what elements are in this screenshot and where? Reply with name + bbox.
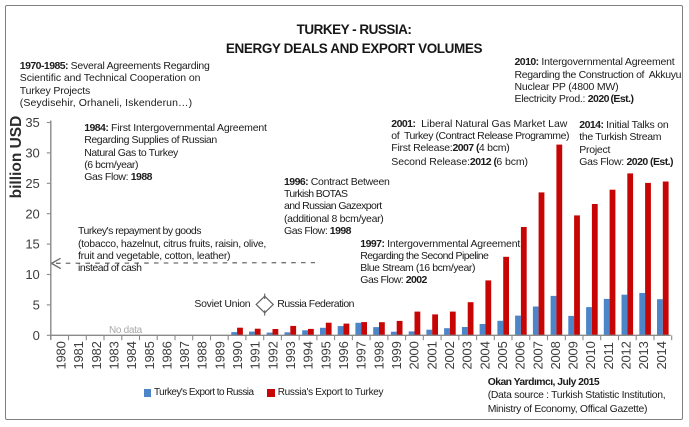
svg-text:2007: 2007 (530, 341, 545, 369)
svg-text:2001: 2001 (424, 341, 439, 369)
svg-text:1999: 1999 (389, 341, 404, 369)
svg-text:2009: 2009 (566, 341, 581, 369)
svg-text:1993: 1993 (283, 341, 298, 369)
svg-text:5: 5 (33, 298, 40, 313)
svg-text:25: 25 (25, 176, 39, 191)
svg-text:1996: 1996 (336, 341, 351, 369)
svg-text:1986: 1986 (159, 341, 174, 369)
svg-text:1980: 1980 (54, 341, 69, 369)
svg-text:10: 10 (25, 267, 39, 282)
svg-text:1988: 1988 (195, 341, 210, 369)
svg-text:1985: 1985 (142, 341, 157, 369)
svg-text:1991: 1991 (248, 341, 263, 369)
svg-text:20: 20 (25, 206, 39, 221)
svg-text:1982: 1982 (89, 341, 104, 369)
svg-text:2005: 2005 (495, 341, 510, 369)
svg-text:30: 30 (25, 146, 39, 161)
svg-text:2000: 2000 (407, 341, 422, 369)
svg-text:0: 0 (33, 328, 40, 343)
svg-text:1998: 1998 (371, 341, 386, 369)
svg-text:1997: 1997 (354, 341, 369, 369)
svg-text:2012: 2012 (619, 341, 634, 369)
svg-text:15: 15 (25, 237, 39, 252)
svg-text:35: 35 (25, 115, 39, 130)
svg-text:1981: 1981 (71, 341, 86, 369)
svg-text:2008: 2008 (548, 341, 563, 369)
svg-text:1984: 1984 (124, 341, 139, 369)
svg-text:1989: 1989 (212, 341, 227, 369)
svg-text:2003: 2003 (460, 341, 475, 369)
svg-text:1983: 1983 (106, 341, 121, 369)
svg-text:1995: 1995 (318, 341, 333, 369)
svg-text:2010: 2010 (583, 341, 598, 369)
svg-text:2004: 2004 (477, 341, 492, 369)
svg-text:1994: 1994 (301, 341, 316, 369)
svg-text:1990: 1990 (230, 341, 245, 369)
svg-text:1987: 1987 (177, 341, 192, 369)
svg-text:2014: 2014 (654, 341, 669, 369)
svg-text:1992: 1992 (265, 341, 280, 369)
svg-text:2011: 2011 (601, 342, 616, 369)
svg-text:2002: 2002 (442, 341, 457, 369)
svg-text:2013: 2013 (636, 341, 651, 369)
svg-text:2006: 2006 (513, 341, 528, 369)
